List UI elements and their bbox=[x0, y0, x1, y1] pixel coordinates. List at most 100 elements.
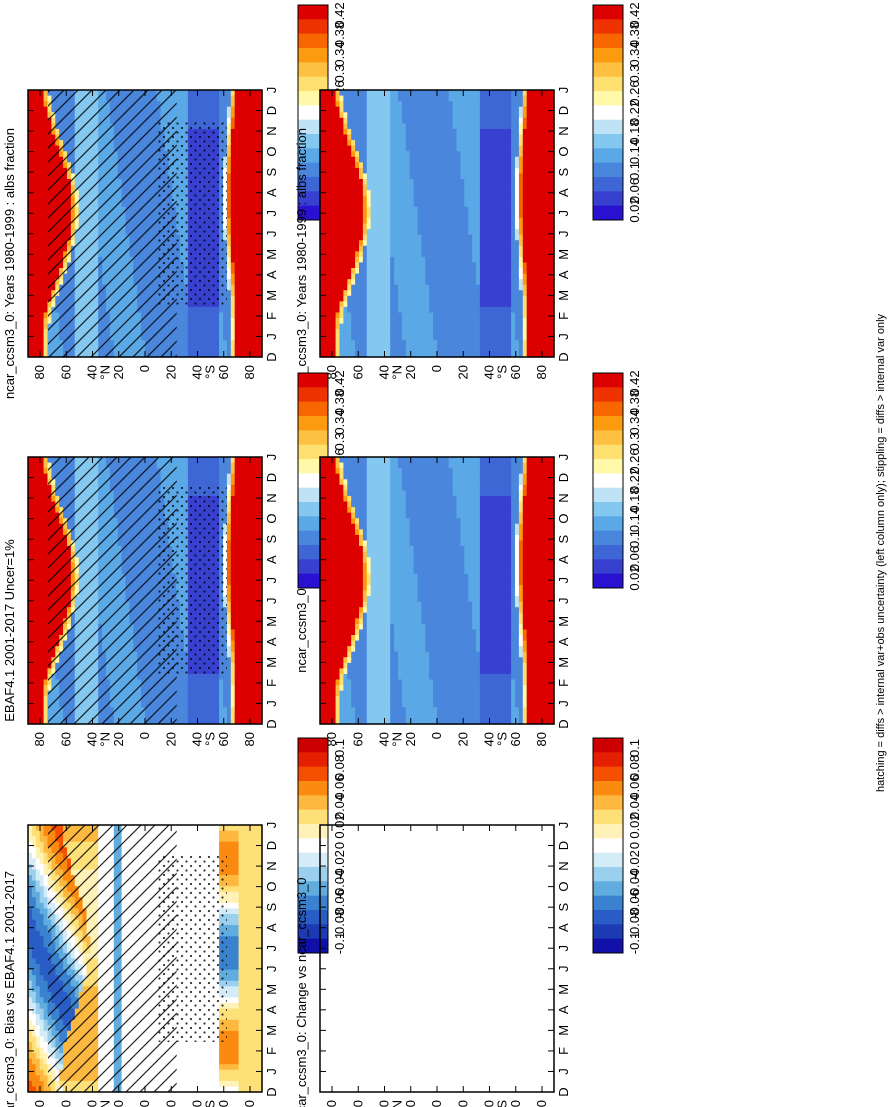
heatmap-cell bbox=[199, 345, 205, 353]
heatmap-cell bbox=[382, 240, 387, 247]
heatmap-cell bbox=[323, 112, 329, 119]
heatmap-cell bbox=[394, 140, 399, 147]
heatmap-cell bbox=[207, 106, 212, 113]
heatmap-cell bbox=[390, 95, 395, 102]
heatmap-cell bbox=[323, 234, 329, 241]
heatmap-cell bbox=[476, 117, 481, 124]
heatmap-cell bbox=[199, 90, 205, 97]
heatmap-cell bbox=[362, 329, 368, 336]
heatmap-cell bbox=[444, 167, 450, 175]
heatmap-cell bbox=[254, 206, 259, 213]
heatmap-cell bbox=[230, 95, 236, 102]
heatmap-cell bbox=[464, 184, 469, 191]
heatmap-cell bbox=[472, 173, 477, 180]
heatmap-cell bbox=[355, 101, 360, 108]
heatmap-cell bbox=[409, 334, 415, 341]
heatmap-cell bbox=[394, 117, 399, 124]
heatmap-cell bbox=[433, 256, 438, 264]
heatmap-cell bbox=[429, 323, 434, 330]
heatmap-cell bbox=[444, 106, 450, 113]
heatmap-cell bbox=[378, 117, 383, 124]
heatmap-cell bbox=[246, 340, 251, 347]
heatmap-cell bbox=[476, 240, 481, 247]
heatmap-cell bbox=[366, 334, 372, 341]
heatmap-cell bbox=[452, 251, 458, 258]
heatmap-cell bbox=[343, 156, 348, 163]
heatmap-cell bbox=[327, 301, 333, 308]
heatmap-cell bbox=[464, 123, 469, 130]
heatmap-cell bbox=[331, 167, 337, 175]
heatmap-cell bbox=[250, 206, 255, 213]
heatmap-cell bbox=[386, 273, 391, 280]
heatmap-cell bbox=[180, 106, 185, 113]
heatmap-cell bbox=[437, 223, 442, 230]
heatmap-cell bbox=[479, 223, 485, 230]
heatmap-cell bbox=[366, 256, 372, 264]
colorbar-label: 0.34 bbox=[332, 41, 347, 66]
heatmap-cell bbox=[246, 318, 251, 325]
heatmap-cell bbox=[440, 201, 446, 208]
heatmap-cell bbox=[437, 318, 442, 325]
heatmap-cell bbox=[479, 312, 485, 319]
heatmap-cell bbox=[347, 284, 352, 291]
heatmap-cell bbox=[440, 295, 446, 302]
heatmap-cell bbox=[374, 234, 380, 241]
heatmap-cell bbox=[211, 351, 216, 358]
heatmap-cell bbox=[355, 217, 360, 225]
heatmap-cell bbox=[390, 173, 395, 180]
heatmap-cell bbox=[176, 312, 181, 319]
heatmap-cell bbox=[226, 145, 232, 152]
heatmap-cell bbox=[355, 167, 360, 175]
heatmap-cell bbox=[43, 312, 49, 319]
heatmap-cell bbox=[258, 134, 263, 141]
heatmap-cell bbox=[355, 301, 360, 308]
heatmap-cell bbox=[250, 90, 255, 97]
heatmap-cell bbox=[413, 95, 419, 102]
heatmap-cell bbox=[472, 145, 477, 152]
heatmap-cell bbox=[359, 223, 364, 230]
heatmap-cell bbox=[327, 167, 333, 175]
heatmap-cell bbox=[320, 223, 325, 230]
heatmap-cell bbox=[343, 240, 348, 247]
heatmap-cell bbox=[417, 279, 422, 286]
heatmap-cell bbox=[390, 156, 395, 163]
heatmap-cell bbox=[421, 279, 426, 286]
heatmap-cell bbox=[378, 301, 383, 308]
heatmap-cell bbox=[327, 173, 333, 180]
heatmap-cell bbox=[448, 95, 454, 102]
heatmap-cell bbox=[440, 306, 446, 314]
heatmap-cell bbox=[386, 173, 391, 180]
heatmap-cell bbox=[39, 190, 45, 197]
heatmap-cell bbox=[464, 240, 469, 247]
heatmap-cell bbox=[246, 95, 251, 102]
heatmap-cell bbox=[35, 301, 41, 308]
heatmap-cell bbox=[370, 334, 376, 341]
heatmap-cell bbox=[323, 123, 329, 130]
heatmap-cell bbox=[362, 223, 368, 230]
heatmap-cell bbox=[417, 329, 422, 336]
heatmap-cell bbox=[472, 318, 477, 325]
heatmap-cell bbox=[351, 134, 356, 141]
heatmap-cell bbox=[472, 201, 477, 208]
heatmap-cell bbox=[238, 151, 244, 158]
heatmap-cell bbox=[211, 334, 216, 341]
heatmap-cell bbox=[464, 117, 469, 124]
heatmap-cell bbox=[386, 334, 391, 341]
heatmap-cell bbox=[191, 90, 197, 97]
heatmap-cell bbox=[378, 240, 383, 247]
heatmap-cell bbox=[394, 195, 399, 202]
heatmap-cell bbox=[351, 312, 356, 319]
heatmap-cell bbox=[405, 268, 411, 275]
heatmap-cell bbox=[398, 184, 403, 191]
heatmap-cell bbox=[398, 329, 403, 336]
heatmap-cell bbox=[254, 201, 259, 208]
colorbar-label: 0.38 bbox=[332, 22, 347, 47]
heatmap-cell bbox=[413, 195, 419, 202]
heatmap-cell bbox=[464, 312, 469, 319]
heatmap-cell bbox=[226, 306, 232, 314]
heatmap-cell bbox=[351, 301, 356, 308]
heatmap-cell bbox=[250, 234, 255, 241]
heatmap-cell bbox=[401, 256, 407, 264]
heatmap-cell bbox=[405, 273, 411, 280]
heatmap-cell bbox=[440, 90, 446, 97]
